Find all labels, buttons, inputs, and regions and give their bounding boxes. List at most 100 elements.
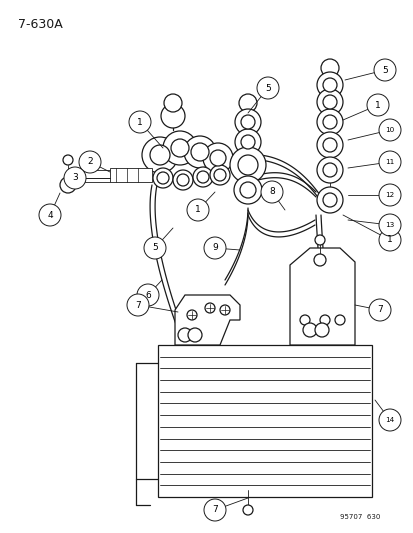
Circle shape bbox=[240, 115, 254, 129]
Text: 5: 5 bbox=[381, 66, 387, 75]
Text: 13: 13 bbox=[385, 222, 394, 228]
Circle shape bbox=[192, 167, 212, 187]
Circle shape bbox=[242, 505, 252, 515]
Circle shape bbox=[314, 235, 324, 245]
Text: 5: 5 bbox=[152, 244, 157, 253]
Circle shape bbox=[322, 163, 336, 177]
Circle shape bbox=[202, 143, 233, 173]
Circle shape bbox=[197, 171, 209, 183]
Bar bbox=[110, 168, 152, 182]
Circle shape bbox=[378, 184, 400, 206]
Circle shape bbox=[177, 174, 189, 186]
Circle shape bbox=[322, 78, 336, 92]
Circle shape bbox=[240, 182, 255, 198]
Circle shape bbox=[63, 155, 73, 165]
Circle shape bbox=[129, 111, 151, 133]
Text: 4: 4 bbox=[47, 211, 53, 220]
Circle shape bbox=[157, 172, 169, 184]
Circle shape bbox=[322, 95, 336, 109]
Circle shape bbox=[235, 109, 260, 135]
Circle shape bbox=[39, 204, 61, 226]
Circle shape bbox=[373, 59, 395, 81]
Circle shape bbox=[164, 94, 182, 112]
Circle shape bbox=[209, 165, 230, 185]
Circle shape bbox=[178, 328, 192, 342]
Circle shape bbox=[314, 323, 328, 337]
Circle shape bbox=[334, 315, 344, 325]
Text: 10: 10 bbox=[385, 127, 394, 133]
Text: 95707  630: 95707 630 bbox=[339, 514, 380, 520]
Circle shape bbox=[378, 229, 400, 251]
Text: 12: 12 bbox=[385, 192, 394, 198]
Circle shape bbox=[171, 139, 189, 157]
Circle shape bbox=[378, 119, 400, 141]
Circle shape bbox=[137, 284, 159, 306]
Circle shape bbox=[64, 167, 86, 189]
Circle shape bbox=[316, 89, 342, 115]
Circle shape bbox=[316, 187, 342, 213]
Circle shape bbox=[187, 310, 197, 320]
Circle shape bbox=[378, 151, 400, 173]
Circle shape bbox=[366, 94, 388, 116]
Circle shape bbox=[204, 303, 214, 313]
Text: 1: 1 bbox=[374, 101, 380, 109]
Text: 1: 1 bbox=[386, 236, 392, 245]
Circle shape bbox=[190, 143, 209, 161]
Text: 1: 1 bbox=[195, 206, 200, 214]
Circle shape bbox=[237, 155, 257, 175]
Circle shape bbox=[256, 77, 278, 99]
Polygon shape bbox=[289, 248, 354, 345]
Circle shape bbox=[188, 328, 202, 342]
Text: 7: 7 bbox=[135, 301, 140, 310]
Circle shape bbox=[233, 176, 261, 204]
Circle shape bbox=[322, 115, 336, 129]
Circle shape bbox=[316, 109, 342, 135]
Circle shape bbox=[322, 193, 336, 207]
Text: 8: 8 bbox=[268, 188, 274, 197]
Circle shape bbox=[320, 59, 338, 77]
Text: 11: 11 bbox=[385, 159, 394, 165]
Circle shape bbox=[183, 136, 216, 168]
Text: 6: 6 bbox=[145, 290, 150, 300]
Circle shape bbox=[127, 294, 149, 316]
Circle shape bbox=[313, 254, 325, 266]
Circle shape bbox=[316, 157, 342, 183]
Circle shape bbox=[316, 132, 342, 158]
Circle shape bbox=[240, 135, 254, 149]
Circle shape bbox=[260, 181, 282, 203]
Bar bbox=[158, 345, 371, 497]
Circle shape bbox=[319, 315, 329, 325]
Text: 5: 5 bbox=[264, 84, 270, 93]
Text: 7: 7 bbox=[376, 305, 382, 314]
Circle shape bbox=[322, 138, 336, 152]
Circle shape bbox=[238, 94, 256, 112]
Circle shape bbox=[209, 150, 225, 166]
Polygon shape bbox=[175, 295, 240, 345]
Circle shape bbox=[230, 147, 266, 183]
Circle shape bbox=[60, 177, 76, 193]
Circle shape bbox=[142, 137, 178, 173]
Circle shape bbox=[235, 129, 260, 155]
Circle shape bbox=[368, 299, 390, 321]
Text: 2: 2 bbox=[87, 157, 93, 166]
Text: 9: 9 bbox=[211, 244, 217, 253]
Circle shape bbox=[161, 104, 185, 128]
Circle shape bbox=[219, 305, 230, 315]
Circle shape bbox=[144, 237, 166, 259]
Circle shape bbox=[150, 145, 170, 165]
Circle shape bbox=[173, 170, 192, 190]
Circle shape bbox=[204, 237, 225, 259]
Circle shape bbox=[378, 409, 400, 431]
Circle shape bbox=[79, 151, 101, 173]
Text: 1: 1 bbox=[137, 117, 142, 126]
Circle shape bbox=[378, 214, 400, 236]
Text: 7: 7 bbox=[211, 505, 217, 514]
Circle shape bbox=[302, 323, 316, 337]
Circle shape bbox=[204, 499, 225, 521]
Circle shape bbox=[316, 72, 342, 98]
Circle shape bbox=[299, 315, 309, 325]
Text: 14: 14 bbox=[385, 417, 394, 423]
Circle shape bbox=[187, 199, 209, 221]
Circle shape bbox=[163, 131, 197, 165]
Text: 7-630A: 7-630A bbox=[18, 18, 63, 31]
